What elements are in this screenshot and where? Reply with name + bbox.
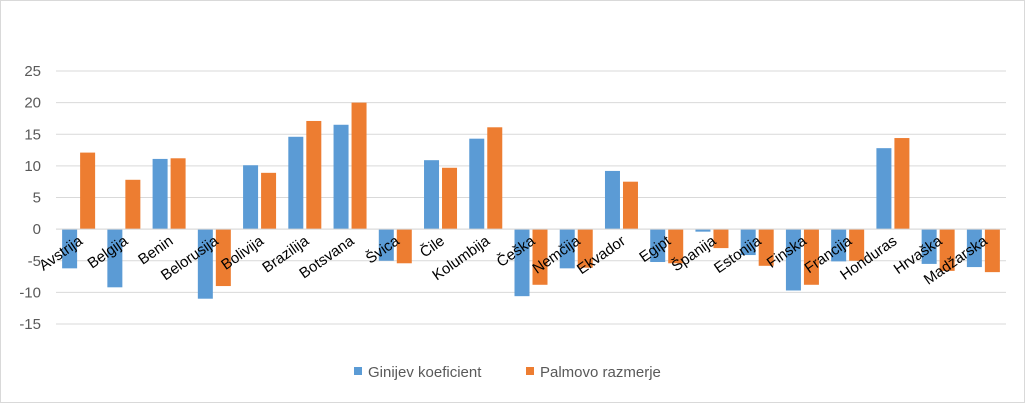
bar-ginijev-koeficient: [62, 229, 78, 269]
category-label: Čile: [417, 232, 448, 261]
bar-palmovo-razmerje: [306, 120, 322, 230]
bars: [62, 102, 1000, 299]
y-tick-label: -5: [28, 253, 41, 270]
bar-ginijev-koeficient: [152, 158, 168, 230]
bar-ginijev-koeficient: [243, 165, 259, 230]
legend-label-palmovo-razmerje: Palmovo razmerje: [540, 364, 661, 381]
bar-palmovo-razmerje: [849, 229, 865, 261]
bar-ginijev-koeficient: [288, 136, 304, 230]
bar-ginijev-koeficient: [469, 138, 485, 230]
bar-ginijev-koeficient: [785, 229, 801, 291]
legend: Ginijev koeficient Palmovo razmerje: [354, 364, 661, 381]
bar-ginijev-koeficient: [604, 170, 620, 230]
bar-ginijev-koeficient: [107, 229, 123, 288]
y-tick-label: 10: [24, 158, 41, 175]
bar-palmovo-razmerje: [170, 158, 186, 230]
y-tick-label: 0: [33, 221, 41, 238]
bar-palmovo-razmerje: [984, 229, 1000, 273]
bar-ginijev-koeficient: [197, 229, 213, 299]
bar-palmovo-razmerje: [125, 179, 141, 230]
bar-palmovo-razmerje: [487, 127, 503, 230]
bar-ginijev-koeficient: [650, 229, 666, 263]
y-axis-tick-labels: -15 -10 -5 0 5 10 15 20 25: [19, 63, 41, 333]
legend-swatch-ginijev-koeficient: [354, 367, 362, 375]
y-tick-label: -15: [19, 316, 41, 333]
bar-ginijev-koeficient: [740, 229, 756, 256]
bar-ginijev-koeficient: [831, 229, 847, 262]
bar-ginijev-koeficient: [378, 229, 394, 261]
bar-palmovo-razmerje: [80, 152, 96, 230]
y-tick-label: 15: [24, 126, 41, 143]
bar-palmovo-razmerje: [939, 229, 955, 271]
bar-palmovo-razmerje: [215, 229, 231, 287]
bar-ginijev-koeficient: [876, 148, 892, 230]
bar-palmovo-razmerje: [396, 229, 412, 264]
legend-swatch-palmovo-razmerje: [526, 367, 534, 375]
bar-palmovo-razmerje: [803, 229, 819, 285]
bar-ginijev-koeficient: [966, 229, 982, 268]
y-tick-label: -10: [19, 284, 41, 301]
bar-ginijev-koeficient: [424, 160, 440, 230]
bar-ginijev-koeficient: [514, 229, 530, 297]
legend-label-ginijev-koeficient: Ginijev koeficient: [368, 364, 482, 381]
bar-palmovo-razmerje: [713, 229, 729, 249]
bar-palmovo-razmerje: [442, 167, 458, 230]
bar-palmovo-razmerje: [532, 229, 548, 285]
bar-ginijev-koeficient: [695, 229, 711, 232]
bar-palmovo-razmerje: [758, 229, 774, 266]
bar-ginijev-koeficient: [921, 229, 937, 264]
bar-ginijev-koeficient: [559, 229, 575, 269]
bar-ginijev-koeficient: [333, 124, 349, 230]
bar-palmovo-razmerje: [668, 229, 684, 264]
y-tick-label: 5: [33, 190, 41, 207]
y-tick-label: 20: [24, 95, 41, 112]
bar-palmovo-razmerje: [351, 102, 367, 230]
category-label: Avstrija: [36, 232, 86, 274]
y-tick-label: 25: [24, 63, 41, 80]
bar-palmovo-razmerje: [622, 181, 638, 230]
bar-palmovo-razmerje: [577, 229, 593, 268]
bar-palmovo-razmerje: [894, 138, 910, 230]
bar-palmovo-razmerje: [261, 172, 277, 230]
